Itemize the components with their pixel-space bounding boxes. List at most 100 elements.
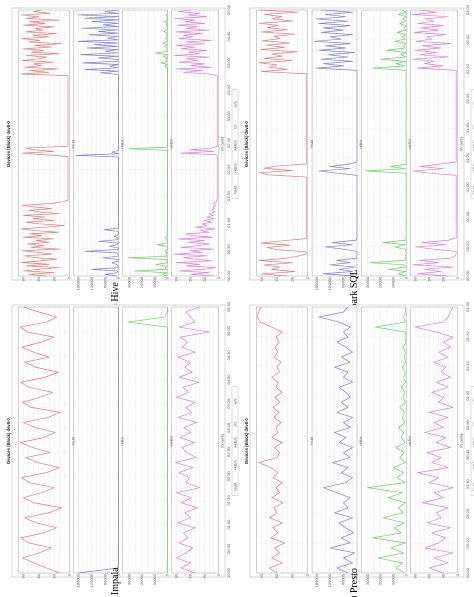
x-tick-label: 01:30	[465, 301, 470, 312]
y-tick-label: 60	[188, 276, 193, 281]
panel-3: Devices (Block) dev8-00306090%util060000…	[244, 301, 474, 587]
x-tick-label: 01:00	[465, 182, 470, 193]
caption-text: (d) Presto	[349, 568, 360, 597]
series-line	[173, 9, 218, 277]
x-tick-label: 03:00	[226, 111, 231, 122]
legend-item: r/s	[472, 422, 474, 426]
band-label: rkB/s	[120, 436, 125, 445]
x-tick-label: 01:20	[465, 331, 470, 342]
x-tick-label: 02:40	[465, 34, 470, 45]
y-tick-label: 10000	[391, 573, 396, 585]
band-util: 0 30 60 90 %util	[256, 9, 314, 281]
x-tick-label: 01:40	[465, 122, 470, 133]
legend-item: wkB/s	[233, 140, 238, 151]
band-label: %util	[71, 437, 76, 446]
x-tick-label: 00:10	[465, 538, 470, 549]
band-wkBs: 0 10000 20000 30000 wkB/s	[361, 306, 412, 585]
x-tick-label: 03:30	[226, 398, 231, 409]
band-rkBs: 0 60000 120000 180000 rkB/s	[73, 306, 125, 587]
y-tick-label: 10000	[152, 573, 157, 585]
band-label: r/s (w/s)	[220, 136, 225, 151]
y-tick-label: 90	[174, 276, 179, 281]
x-tick-label: 04:00	[226, 374, 231, 385]
y-tick-label: 0	[305, 573, 310, 576]
legend: %util rkB/s wkB/s r/s w/s	[231, 386, 239, 496]
x-tick-label: 00:20	[465, 241, 470, 252]
y-tick-label: 30	[51, 573, 56, 578]
band-rkBs: 0 60000 120000 180000 rkB/s	[73, 9, 125, 290]
caption-letter: (c)	[110, 595, 121, 597]
caption-name: Presto	[349, 568, 360, 593]
band-axis	[18, 306, 70, 574]
band-label: wkB/s	[168, 436, 173, 447]
x-tick-label: 02:30	[226, 446, 231, 457]
x-tick-label: 01:10	[465, 360, 470, 371]
band-util: 0 30 60 90 %util	[18, 306, 76, 578]
y-tick-label: 60	[188, 573, 193, 578]
x-tick-label: 03:00	[465, 4, 470, 15]
y-tick-label: 20000	[139, 573, 144, 585]
x-tick-label: 00:30	[226, 543, 231, 554]
band-label: r/s (w/s)	[459, 136, 464, 151]
band-axis	[361, 306, 407, 574]
series-line	[20, 306, 63, 574]
panel-header: Devices (Block) dev8-0	[244, 121, 249, 167]
legend-box	[470, 386, 474, 496]
band-wkBs: 0 10000 20000 30000 wkB/s	[122, 9, 173, 288]
y-tick-label: 30	[202, 573, 207, 578]
band-rkBs: 0 60000 120000 180000 rkB/s	[311, 306, 363, 587]
y-tick-label: 0	[354, 276, 359, 279]
x-tick-label: 01:00	[226, 519, 231, 530]
x-tick-label: 00:40	[465, 449, 470, 460]
y-tick-label: 30	[202, 276, 207, 281]
y-tick-label: 180000	[75, 276, 80, 290]
band-rsws: 0 30 60 90 r/s (w/s)	[171, 306, 225, 578]
y-tick-label: 60	[36, 276, 41, 281]
y-tick-label: 90	[174, 573, 179, 578]
band-label: %util	[71, 140, 76, 149]
y-tick-label: 20000	[378, 276, 383, 288]
legend-item: %util	[233, 483, 238, 492]
x-tick-label: 05:30	[226, 301, 231, 312]
x-tick-label: 04:00	[226, 57, 231, 68]
x-tick-label: 00:00	[226, 567, 231, 578]
x-tick-label: 02:00	[465, 93, 470, 104]
legend-item: %util	[233, 186, 238, 195]
band-label: %util	[309, 140, 314, 149]
series-line	[318, 306, 356, 574]
panel-header: Devices (Block) dev8-0	[6, 121, 11, 167]
x-tick-label: 00:00	[226, 270, 231, 281]
band-axis	[410, 306, 458, 574]
y-tick-label: 30	[441, 276, 446, 281]
y-tick-label: 30000	[365, 573, 370, 585]
x-tick-label: 02:30	[226, 137, 231, 148]
y-tick-label: 90	[412, 573, 417, 578]
band-label: wkB/s	[407, 436, 412, 447]
x-tick-label: 05:00	[226, 325, 231, 336]
x-tick-label: 01:20	[465, 152, 470, 163]
y-tick-label: 0	[403, 573, 408, 576]
y-tick-label: 10000	[152, 276, 157, 288]
x-tick-label: 01:30	[226, 190, 231, 201]
y-tick-label: 0	[455, 573, 460, 576]
band-axis	[171, 9, 219, 277]
legend-item: w/s	[472, 398, 474, 404]
series-line	[367, 306, 407, 574]
legend-item: r/s	[233, 125, 238, 129]
y-tick-label: 60	[274, 573, 279, 578]
caption-name: Hive	[110, 282, 121, 302]
y-tick-label: 120000	[89, 573, 94, 587]
y-tick-label: 120000	[89, 276, 94, 290]
series-line	[412, 9, 457, 277]
x-tick-label: 02:00	[226, 164, 231, 175]
band-label: rkB/s	[358, 436, 363, 445]
x-tick-label: 04:30	[226, 31, 231, 42]
y-tick-label: 0	[67, 573, 72, 576]
y-tick-label: 30	[441, 573, 446, 578]
legend-item: rkB/s	[472, 164, 474, 173]
x-tick-label: 02:00	[226, 470, 231, 481]
legend-item: wkB/s	[233, 437, 238, 448]
series-line	[127, 306, 168, 574]
y-tick-label: 90	[259, 573, 264, 578]
legend-item: r/s	[472, 125, 474, 129]
